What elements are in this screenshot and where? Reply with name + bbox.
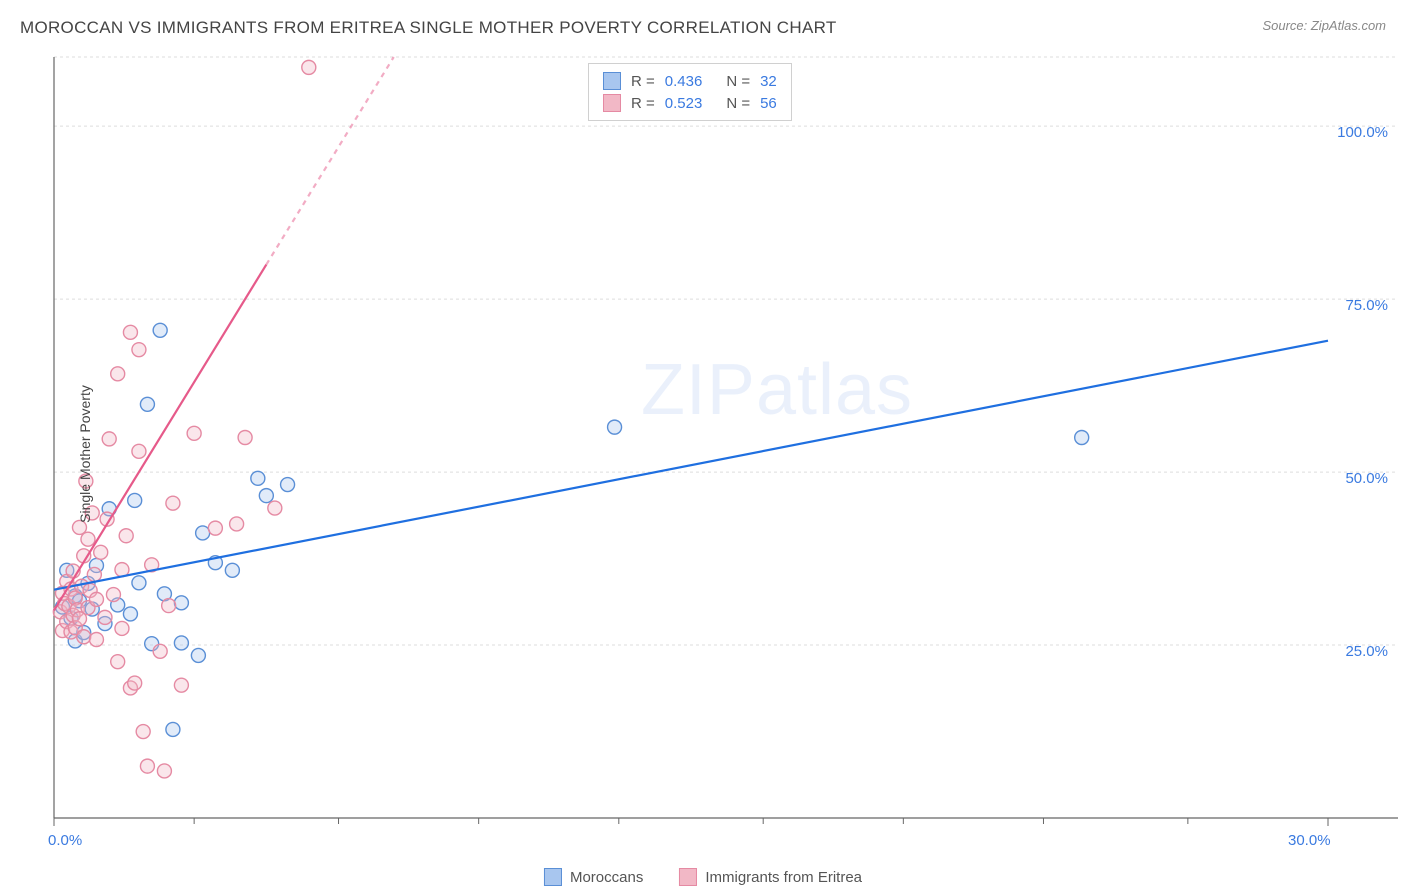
n-value: 32	[760, 73, 777, 90]
r-prefix: R =	[631, 95, 655, 112]
r-prefix: R =	[631, 73, 655, 90]
y-tick-label: 25.0%	[1345, 643, 1388, 660]
legend-swatch-icon	[603, 94, 621, 112]
r-value: 0.436	[665, 73, 703, 90]
series-legend: Moroccans Immigrants from Eritrea	[544, 868, 862, 886]
legend-swatch-icon	[603, 72, 621, 90]
header: MOROCCAN VS IMMIGRANTS FROM ERITREA SING…	[0, 0, 1406, 46]
correlation-legend: R = 0.436 N = 32 R = 0.523 N = 56	[588, 63, 792, 121]
legend-swatch-icon	[544, 868, 562, 886]
y-tick-label: 100.0%	[1337, 124, 1388, 141]
correlation-legend-row: R = 0.523 N = 56	[603, 92, 777, 114]
series-legend-item: Moroccans	[544, 868, 643, 886]
n-prefix: N =	[726, 73, 750, 90]
n-prefix: N =	[726, 95, 750, 112]
chart-container: Single Mother Poverty ZIPatlas R =0.436N…	[48, 55, 1398, 852]
source-label: Source: ZipAtlas.com	[1262, 18, 1386, 33]
series-legend-item: Immigrants from Eritrea	[679, 868, 862, 886]
series-name: Moroccans	[570, 869, 643, 886]
x-tick-label: 30.0%	[1288, 832, 1331, 849]
series-name: Immigrants from Eritrea	[705, 869, 862, 886]
n-value: 56	[760, 95, 777, 112]
y-axis-title: Single Mother Poverty	[77, 385, 93, 523]
scatter-plot	[48, 55, 1398, 852]
r-value: 0.523	[665, 95, 703, 112]
y-tick-label: 75.0%	[1345, 297, 1388, 314]
legend-swatch-icon	[679, 868, 697, 886]
correlation-legend-row: R = 0.436 N = 32	[603, 70, 777, 92]
x-tick-label: 0.0%	[48, 832, 82, 849]
chart-title: MOROCCAN VS IMMIGRANTS FROM ERITREA SING…	[20, 18, 837, 38]
y-tick-label: 50.0%	[1345, 470, 1388, 487]
